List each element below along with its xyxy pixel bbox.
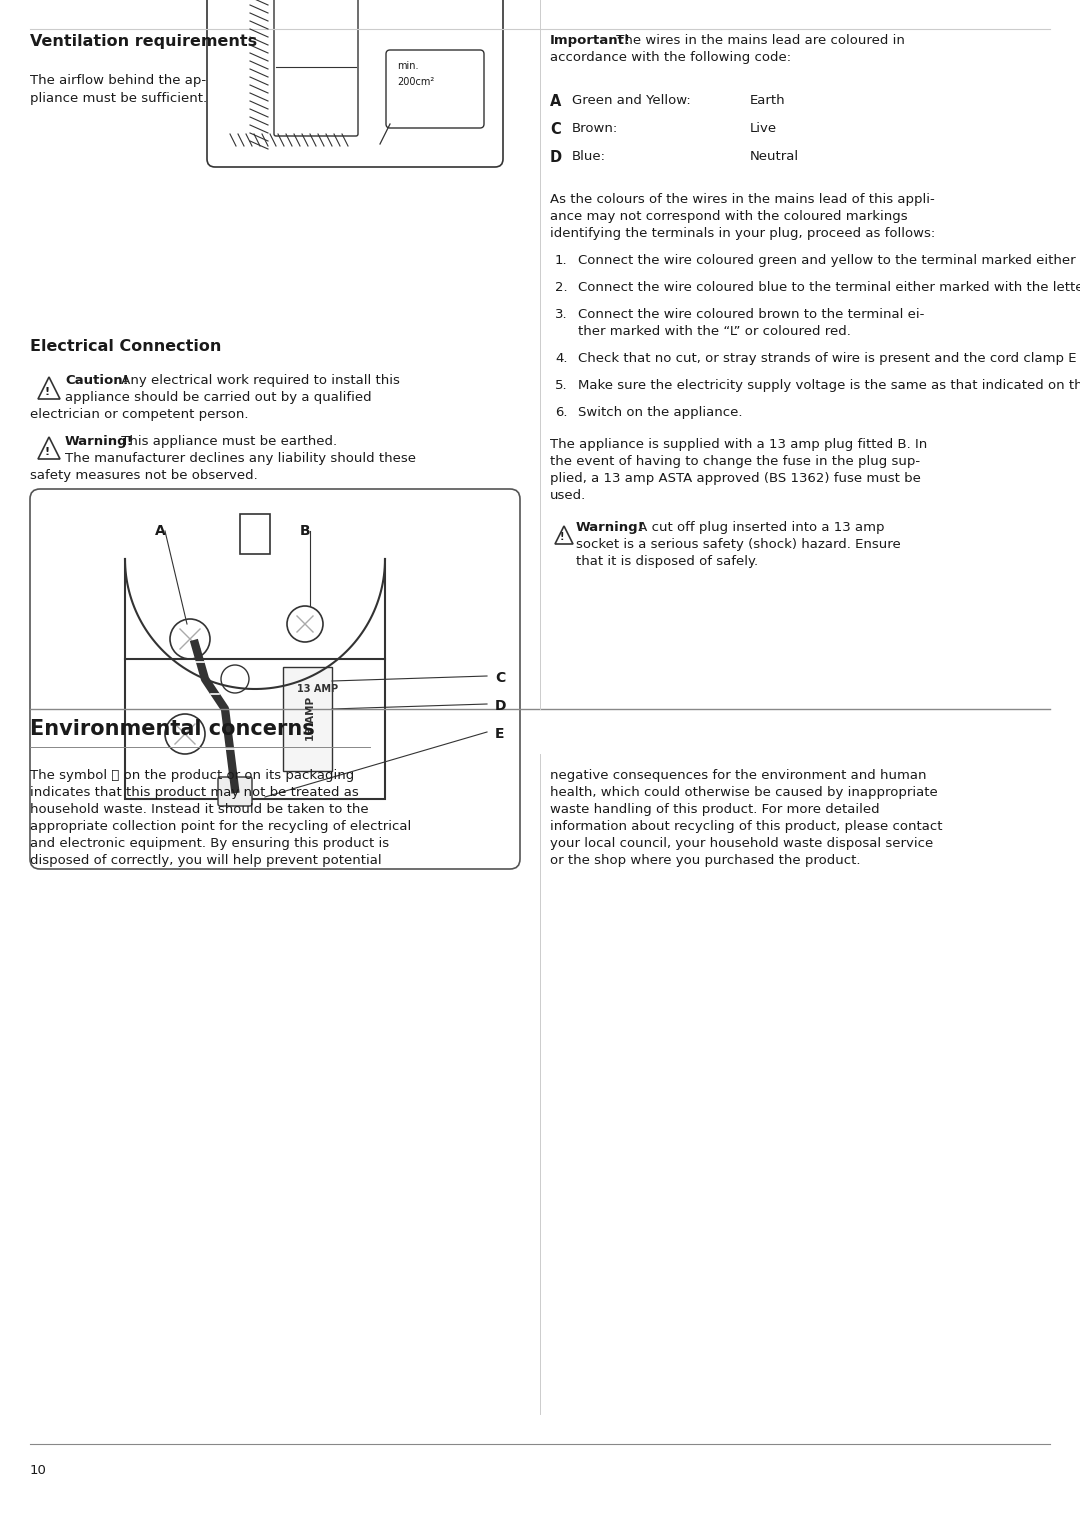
Text: As the colours of the wires in the mains lead of this appli-: As the colours of the wires in the mains…: [550, 193, 935, 206]
Text: C: C: [495, 671, 505, 685]
Text: Ventilation requirements: Ventilation requirements: [30, 34, 257, 49]
Text: This appliance must be earthed.: This appliance must be earthed.: [117, 434, 337, 448]
Text: The manufacturer declines any liability should these: The manufacturer declines any liability …: [65, 453, 416, 465]
Text: D: D: [495, 699, 507, 713]
Text: Warning!: Warning!: [65, 434, 134, 448]
Text: Warning!: Warning!: [576, 521, 645, 534]
Text: waste handling of this product. For more detailed: waste handling of this product. For more…: [550, 803, 879, 816]
Text: !: !: [44, 387, 49, 398]
Text: 200cm²: 200cm²: [397, 76, 434, 87]
FancyBboxPatch shape: [283, 667, 332, 771]
Text: 5.: 5.: [555, 379, 568, 391]
Text: C: C: [550, 122, 561, 138]
Text: A: A: [156, 524, 165, 538]
Text: 10: 10: [30, 1463, 46, 1477]
Text: Live: Live: [750, 122, 778, 135]
Text: ther marked with the “L” or coloured red.: ther marked with the “L” or coloured red…: [578, 326, 851, 338]
Text: Neutral: Neutral: [750, 150, 799, 164]
Text: Environmental concerns: Environmental concerns: [30, 719, 314, 739]
Text: plied, a 13 amp ASTA approved (BS 1362) fuse must be: plied, a 13 amp ASTA approved (BS 1362) …: [550, 472, 921, 485]
Text: used.: used.: [550, 489, 586, 502]
Text: Brown:: Brown:: [572, 122, 618, 135]
Text: Any electrical work required to install this: Any electrical work required to install …: [117, 375, 400, 387]
Text: !: !: [44, 446, 49, 457]
Text: min.: min.: [397, 61, 419, 70]
Text: Caution!: Caution!: [65, 375, 129, 387]
Text: 13 AMP: 13 AMP: [306, 697, 315, 742]
Text: indicates that this product may not be treated as: indicates that this product may not be t…: [30, 786, 359, 800]
Text: Earth: Earth: [750, 93, 785, 107]
Text: Important!: Important!: [550, 34, 631, 47]
Text: 4.: 4.: [555, 352, 567, 365]
Text: Make sure the electricity supply voltage is the same as that indicated on the ap: Make sure the electricity supply voltage…: [578, 379, 1080, 391]
Text: Connect the wire coloured brown to the terminal ei-: Connect the wire coloured brown to the t…: [578, 307, 924, 321]
Text: 1.: 1.: [555, 254, 568, 268]
Text: that it is disposed of safely.: that it is disposed of safely.: [576, 555, 758, 567]
Text: your local council, your household waste disposal service: your local council, your household waste…: [550, 836, 933, 850]
Text: accordance with the following code:: accordance with the following code:: [550, 50, 792, 64]
Text: electrician or competent person.: electrician or competent person.: [30, 408, 248, 420]
Text: The airflow behind the ap-: The airflow behind the ap-: [30, 73, 206, 87]
Text: The appliance is supplied with a 13 amp plug fitted B. In: The appliance is supplied with a 13 amp …: [550, 437, 928, 451]
Text: 2.: 2.: [555, 281, 568, 294]
Text: household waste. Instead it should be taken to the: household waste. Instead it should be ta…: [30, 803, 368, 816]
Text: appliance should be carried out by a qualified: appliance should be carried out by a qua…: [65, 391, 372, 404]
Text: or the shop where you purchased the product.: or the shop where you purchased the prod…: [550, 855, 861, 867]
Text: the event of having to change the fuse in the plug sup-: the event of having to change the fuse i…: [550, 456, 920, 468]
Text: safety measures not be observed.: safety measures not be observed.: [30, 469, 258, 482]
FancyBboxPatch shape: [30, 489, 519, 868]
Text: 6.: 6.: [555, 407, 567, 419]
Text: appropriate collection point for the recycling of electrical: appropriate collection point for the rec…: [30, 820, 411, 833]
Text: and electronic equipment. By ensuring this product is: and electronic equipment. By ensuring th…: [30, 836, 389, 850]
Text: health, which could otherwise be caused by inappropriate: health, which could otherwise be caused …: [550, 786, 937, 800]
Text: pliance must be sufficient.: pliance must be sufficient.: [30, 92, 207, 106]
Text: 3.: 3.: [555, 307, 568, 321]
Text: Switch on the appliance.: Switch on the appliance.: [578, 407, 743, 419]
Text: Connect the wire coloured green and yellow to the terminal marked either with th: Connect the wire coloured green and yell…: [578, 254, 1080, 268]
Text: The wires in the mains lead are coloured in: The wires in the mains lead are coloured…: [612, 34, 905, 47]
Text: socket is a serious safety (shock) hazard. Ensure: socket is a serious safety (shock) hazar…: [576, 538, 901, 550]
Text: ance may not correspond with the coloured markings: ance may not correspond with the coloure…: [550, 209, 907, 223]
Text: Green and Yellow:: Green and Yellow:: [572, 93, 691, 107]
Text: Electrical Connection: Electrical Connection: [30, 339, 221, 355]
Text: A: A: [550, 93, 562, 109]
Text: D: D: [550, 150, 562, 165]
Text: 13 AMP: 13 AMP: [297, 683, 338, 694]
FancyBboxPatch shape: [386, 50, 484, 128]
Text: Check that no cut, or stray strands of wire is present and the cord clamp E is s: Check that no cut, or stray strands of w…: [578, 352, 1080, 365]
Text: identifying the terminals in your plug, proceed as follows:: identifying the terminals in your plug, …: [550, 226, 935, 240]
FancyBboxPatch shape: [207, 0, 503, 167]
Text: A cut off plug inserted into a 13 amp: A cut off plug inserted into a 13 amp: [634, 521, 885, 534]
Text: The symbol Ⓡ on the product or on its packaging: The symbol Ⓡ on the product or on its pa…: [30, 769, 354, 781]
Text: disposed of correctly, you will help prevent potential: disposed of correctly, you will help pre…: [30, 855, 381, 867]
Text: E: E: [495, 726, 504, 742]
Text: negative consequences for the environment and human: negative consequences for the environmen…: [550, 769, 927, 781]
Text: B: B: [300, 524, 311, 538]
FancyBboxPatch shape: [218, 777, 252, 806]
Text: Blue:: Blue:: [572, 150, 606, 164]
FancyBboxPatch shape: [274, 0, 357, 136]
Text: information about recycling of this product, please contact: information about recycling of this prod…: [550, 820, 943, 833]
Text: !: !: [561, 532, 565, 541]
Text: Connect the wire coloured blue to the terminal either marked with the letter “N”: Connect the wire coloured blue to the te…: [578, 281, 1080, 294]
